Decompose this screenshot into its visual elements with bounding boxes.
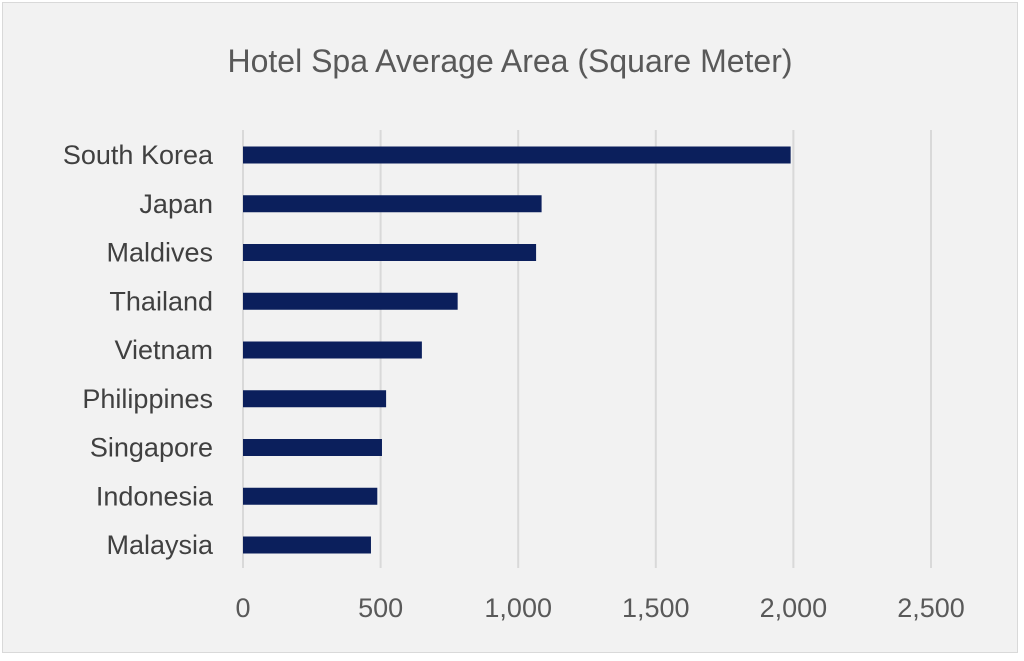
category-label-vietnam: Vietnam [114, 335, 213, 365]
category-label-japan: Japan [139, 189, 213, 219]
chart-frame [2, 2, 1018, 653]
x-tick-label-500: 500 [358, 593, 403, 623]
category-label-philippines: Philippines [82, 384, 213, 414]
bar-singapore [243, 439, 382, 456]
bar-philippines [243, 390, 387, 408]
x-tick-label-0: 0 [235, 593, 250, 623]
x-tick-label-1000: 1,000 [484, 593, 552, 623]
x-tick-label-2000: 2,000 [760, 593, 828, 623]
category-labels: South Korea Japan Maldives Thailand Vietnam P… [63, 140, 214, 560]
x-tick-label-1500: 1,500 [622, 593, 690, 623]
bar-indonesia [243, 487, 378, 505]
category-label-thailand: Thailand [109, 286, 213, 316]
chart-title: Hotel Spa Average Area (Square Meter) [227, 43, 792, 79]
bar-maldives [243, 244, 537, 261]
bar-malaysia [243, 536, 371, 554]
category-label-singapore: Singapore [90, 433, 213, 463]
x-tick-label-2500: 2,500 [897, 593, 965, 623]
category-label-maldives: Maldives [106, 238, 213, 268]
category-label-indonesia: Indonesia [96, 481, 214, 511]
bar-vietnam [243, 341, 422, 359]
bar-thailand [243, 292, 458, 310]
bars [243, 146, 791, 554]
category-label-south-korea: South Korea [63, 140, 214, 170]
category-label-malaysia: Malaysia [106, 530, 214, 560]
x-tick-labels: 0 500 1,000 1,500 2,000 2,500 [235, 593, 964, 623]
bar-japan [243, 195, 542, 213]
bar-south-korea [243, 146, 791, 164]
